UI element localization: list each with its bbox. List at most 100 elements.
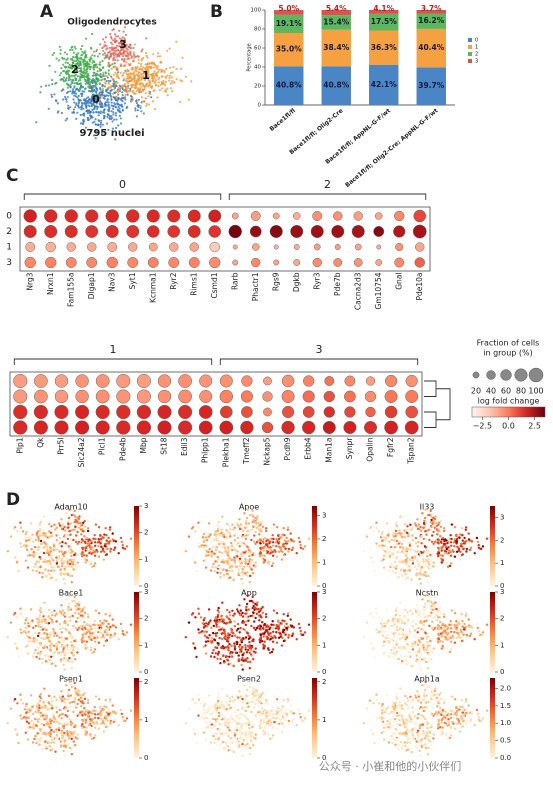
cell-point: [142, 66, 145, 69]
cell-point: [437, 547, 440, 551]
cell-point: [124, 633, 127, 636]
cell-point: [59, 49, 62, 52]
cell-point: [205, 536, 208, 539]
cell-point: [411, 645, 414, 648]
cell-point: [251, 606, 254, 610]
cell-point: [213, 552, 216, 555]
cell-point: [222, 659, 226, 663]
cell-point: [411, 612, 414, 615]
cell-point: [197, 526, 201, 529]
cell-point: [224, 636, 227, 639]
dot: [147, 257, 159, 268]
cell-point: [445, 547, 448, 551]
cell-point: [259, 542, 262, 545]
dot: [272, 212, 280, 220]
cell-point: [246, 657, 249, 660]
cell-point: [140, 59, 143, 62]
cell-point: [121, 105, 124, 108]
dot: [334, 244, 341, 250]
cell-point: [149, 66, 153, 69]
cell-point: [430, 658, 433, 661]
cell-point: [248, 554, 251, 558]
colorbar-tick-label: 0: [144, 668, 148, 676]
cell-point: [217, 542, 221, 546]
dot: [344, 375, 356, 387]
cell-point: [73, 528, 76, 531]
cell-point: [66, 86, 69, 89]
cell-point: [244, 558, 247, 561]
cell-point: [231, 558, 234, 561]
cell-point: [477, 629, 480, 633]
cell-point: [442, 529, 446, 533]
colorbar-tick-label: 0: [500, 668, 504, 676]
cell-point: [110, 88, 113, 91]
cell-point: [114, 114, 117, 117]
cell-point: [397, 576, 400, 579]
cell-point: [36, 548, 40, 552]
cell-point: [120, 86, 123, 89]
cell-point: [184, 75, 187, 78]
cell-point: [138, 79, 141, 82]
cell-point: [280, 558, 284, 561]
cell-point: [439, 554, 442, 557]
dot: [313, 243, 321, 251]
cell-point: [75, 117, 78, 120]
cell-point: [270, 635, 273, 638]
cell-point: [50, 569, 53, 572]
cell-point: [211, 545, 215, 549]
cell-point: [418, 658, 422, 662]
cell-point: [134, 109, 137, 112]
dot: [251, 257, 261, 268]
cell-point: [116, 48, 119, 52]
cell-point: [64, 659, 67, 663]
cell-point: [57, 543, 60, 546]
cell-point: [65, 53, 69, 56]
cell-point: [52, 655, 55, 658]
cell-point: [396, 620, 400, 623]
cell-point: [259, 628, 262, 631]
cell-point: [287, 633, 291, 637]
dot: [376, 244, 382, 250]
cell-point: [392, 548, 396, 552]
cell-point: [425, 548, 428, 551]
dot: [351, 224, 365, 239]
cell-point: [260, 530, 263, 533]
cell-point: [83, 611, 87, 614]
gene-label: Slc24a2: [77, 437, 86, 467]
dot: [54, 420, 69, 435]
cell-point: [419, 611, 422, 615]
cell-point: [244, 629, 247, 632]
cell-point: [455, 534, 458, 537]
dot: [105, 209, 119, 223]
cell-point: [192, 556, 195, 559]
cell-point: [406, 525, 409, 528]
colorbar-tick-label: 2: [500, 615, 504, 623]
cell-point: [458, 558, 462, 561]
cell-point: [273, 634, 276, 638]
cell-point: [394, 534, 397, 538]
cell-point: [163, 82, 166, 85]
cell-point: [258, 641, 262, 644]
cell-point: [69, 533, 72, 536]
cell-point: [39, 729, 42, 732]
cell-point: [121, 543, 124, 547]
cell-point: [398, 560, 402, 564]
cell-point: [204, 554, 208, 557]
cell-point: [467, 538, 471, 541]
cell-point: [236, 555, 239, 558]
cell-point: [67, 519, 70, 523]
cell-point: [54, 578, 57, 581]
cell-point: [102, 622, 105, 625]
cell-point: [111, 618, 114, 621]
cell-point: [79, 607, 82, 611]
cell-point: [103, 115, 106, 118]
cell-point: [97, 631, 100, 634]
cell-point: [76, 81, 79, 85]
cell-point: [58, 541, 62, 545]
cell-point: [279, 633, 283, 637]
colorbar-tick-label: 1: [322, 641, 326, 649]
cell-point: [93, 534, 96, 537]
cell-point: [82, 521, 85, 524]
cell-point: [72, 599, 75, 603]
cell-point: [217, 557, 220, 560]
